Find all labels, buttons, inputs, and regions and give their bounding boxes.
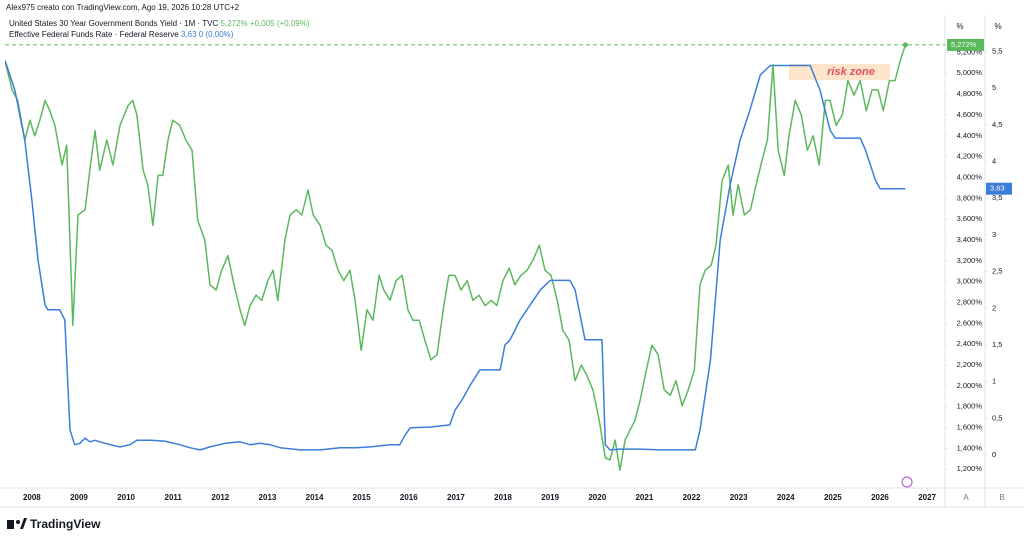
x-tick-label: 2010 bbox=[117, 493, 135, 502]
x-tick-label: 2019 bbox=[541, 493, 559, 502]
y-tick-label: 2,400% bbox=[957, 339, 983, 348]
y-tick-label: 3,600% bbox=[957, 214, 983, 223]
y-tick-label: 2,000% bbox=[957, 381, 983, 390]
x-tick-label: 2009 bbox=[70, 493, 88, 502]
x-tick-label: 2013 bbox=[259, 493, 277, 502]
x-tick-label: 2022 bbox=[683, 493, 701, 502]
y-tick-label: 2,800% bbox=[957, 297, 983, 306]
y2-unit: % bbox=[994, 22, 1001, 31]
logo-mark bbox=[7, 520, 14, 529]
legend-text: 3,63 bbox=[181, 30, 197, 39]
y-tick-label: 3,000% bbox=[957, 277, 983, 286]
y2-tick-label: 0,5 bbox=[992, 413, 1002, 422]
y-tick-label: 2,600% bbox=[957, 318, 983, 327]
y-tick-label: 3,800% bbox=[957, 193, 983, 202]
y2-tick-label: 0 bbox=[992, 450, 996, 459]
x-tick-label: 2015 bbox=[353, 493, 371, 502]
last-value-box bbox=[986, 182, 1012, 195]
y2-tick-label: 2 bbox=[992, 303, 996, 312]
y2-tick-label: 1 bbox=[992, 377, 996, 386]
y-tick-label: 4,200% bbox=[957, 152, 983, 161]
x-tick-label: 2018 bbox=[494, 493, 512, 502]
series-line bbox=[5, 60, 906, 451]
y2-tick-label: 2,5 bbox=[992, 267, 1002, 276]
x-tick-label: 2012 bbox=[211, 493, 229, 502]
x-tick-label: 2016 bbox=[400, 493, 418, 502]
y2-tick-label: 4 bbox=[992, 157, 996, 166]
last-value-label: 3,63 bbox=[990, 184, 1005, 193]
legend-text: Effective Federal Funds Rate · Federal R… bbox=[9, 30, 179, 39]
x-tick-label: 2008 bbox=[23, 493, 41, 502]
y-tick-label: 3,400% bbox=[957, 235, 983, 244]
y-tick-label: 4,800% bbox=[957, 89, 983, 98]
x-tick-label: 2024 bbox=[777, 493, 795, 502]
y-tick-label: 1,600% bbox=[957, 423, 983, 432]
x-tick-label: 2027 bbox=[918, 493, 936, 502]
x-tick-label: 2023 bbox=[730, 493, 748, 502]
last-value-box bbox=[947, 38, 984, 51]
y-tick-label: 1,800% bbox=[957, 402, 983, 411]
y-tick-label: 4,000% bbox=[957, 172, 983, 181]
y-tick-label: 1,200% bbox=[957, 464, 983, 473]
legend-text: +0,005 (+0,09%) bbox=[250, 19, 310, 28]
legend-text: United States 30 Year Government Bonds Y… bbox=[9, 19, 219, 28]
x-tick-label: 2026 bbox=[871, 493, 889, 502]
y2-tick-label: 4,5 bbox=[992, 120, 1002, 129]
annotation: risk zone bbox=[827, 66, 875, 78]
y-tick-label: 5,000% bbox=[957, 68, 983, 77]
caption: Alex975 creato con TradingView.com, Ago … bbox=[6, 3, 240, 12]
y2-tick-label: 3 bbox=[992, 230, 996, 239]
scale-button[interactable]: B bbox=[999, 493, 1004, 502]
legend-entry: Effective Federal Funds Rate · Federal R… bbox=[9, 30, 234, 39]
x-tick-label: 2014 bbox=[306, 493, 324, 502]
x-tick-label: 2017 bbox=[447, 493, 465, 502]
y2-tick-label: 3,5 bbox=[992, 193, 1002, 202]
legend-text: 5,272% bbox=[221, 19, 248, 28]
brand: TradingView bbox=[30, 517, 101, 531]
y-tick-label: 4,400% bbox=[957, 131, 983, 140]
legend-text: 0 (0,00%) bbox=[199, 30, 234, 39]
y2-tick-label: 5 bbox=[992, 83, 996, 92]
logo: TradingView bbox=[7, 517, 101, 531]
series-line bbox=[5, 44, 907, 472]
x-tick-label: 2021 bbox=[635, 493, 653, 502]
logo-mark bbox=[20, 518, 27, 529]
y-tick-label: 3,200% bbox=[957, 256, 983, 265]
y-unit: % bbox=[956, 22, 963, 31]
y-tick-label: 2,200% bbox=[957, 360, 983, 369]
legend-entry: United States 30 Year Government Bonds Y… bbox=[9, 19, 310, 28]
event-icon[interactable] bbox=[901, 476, 913, 488]
x-tick-label: 2011 bbox=[165, 493, 183, 502]
y-tick-label: 5,200% bbox=[957, 47, 983, 56]
y-tick-label: 4,600% bbox=[957, 110, 983, 119]
last-value-dot bbox=[902, 42, 908, 48]
logo-mark bbox=[16, 520, 20, 524]
x-tick-label: 2020 bbox=[588, 493, 606, 502]
y-tick-label: 1,400% bbox=[957, 443, 983, 452]
last-value-label: 5,272% bbox=[951, 40, 977, 49]
scale-button[interactable]: A bbox=[963, 493, 969, 502]
x-tick-label: 2025 bbox=[824, 493, 842, 502]
y2-tick-label: 1,5 bbox=[992, 340, 1002, 349]
y2-tick-label: 5,5 bbox=[992, 47, 1002, 56]
